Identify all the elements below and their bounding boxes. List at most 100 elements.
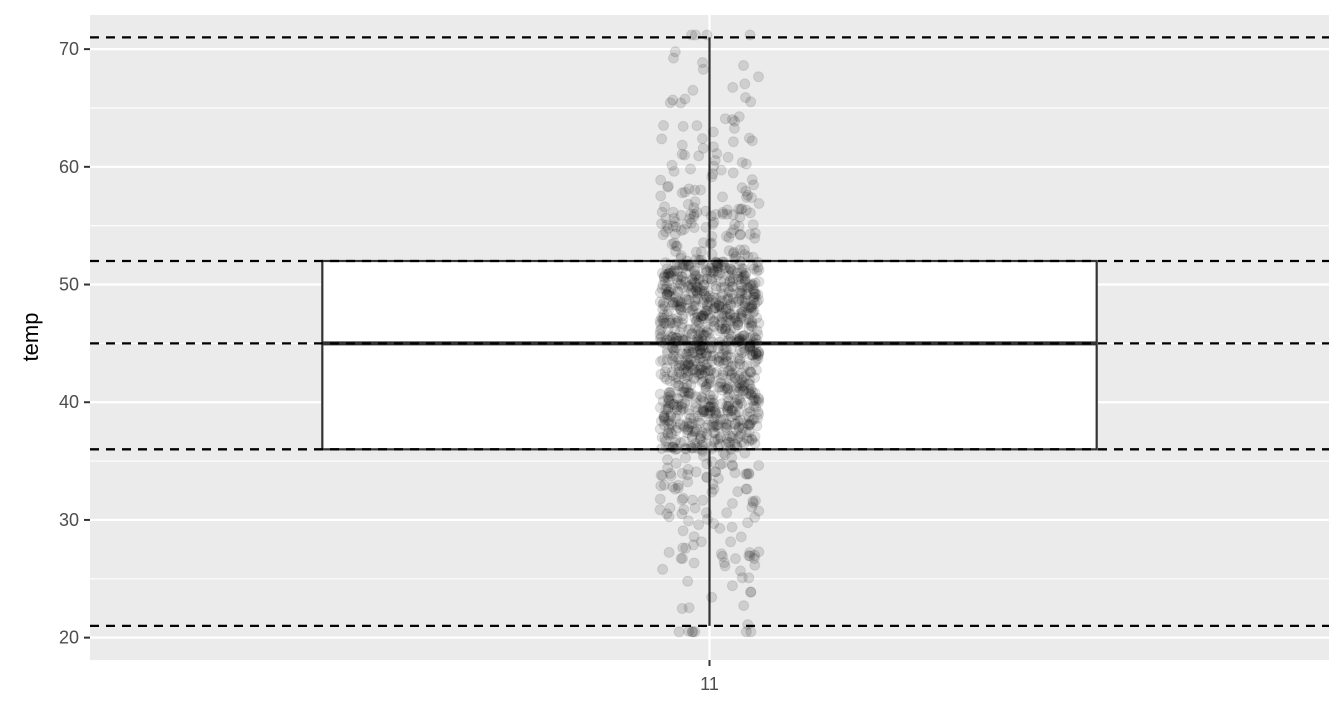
data-point xyxy=(683,602,695,614)
data-point xyxy=(746,192,758,204)
data-point xyxy=(661,347,673,359)
data-point xyxy=(712,433,724,445)
data-point xyxy=(722,419,734,431)
data-point xyxy=(688,373,700,385)
data-point xyxy=(708,416,720,428)
data-point xyxy=(724,309,736,320)
data-point xyxy=(695,312,707,324)
data-point xyxy=(681,427,693,439)
data-point xyxy=(738,361,750,372)
data-point xyxy=(705,342,717,354)
data-point xyxy=(750,495,761,507)
data-point xyxy=(722,349,734,361)
data-point xyxy=(712,473,724,484)
data-point xyxy=(748,288,760,300)
data-point xyxy=(661,288,673,300)
data-point xyxy=(671,332,682,344)
data-point xyxy=(656,431,668,443)
y-axis: 20 30 40 50 60 70 xyxy=(59,39,90,648)
data-point xyxy=(730,409,742,421)
data-point xyxy=(727,360,738,372)
data-point xyxy=(670,228,681,240)
data-point xyxy=(658,419,670,431)
data-point xyxy=(670,332,682,344)
data-point xyxy=(701,362,712,374)
data-point xyxy=(683,404,695,416)
y-tick-label: 40 xyxy=(59,392,79,412)
data-point xyxy=(719,560,731,572)
data-point xyxy=(707,350,719,362)
data-point xyxy=(734,358,746,370)
data-point xyxy=(694,367,705,379)
data-point xyxy=(655,174,667,186)
data-point xyxy=(701,358,713,370)
data-point xyxy=(724,276,736,288)
data-point xyxy=(726,367,738,379)
data-point xyxy=(690,270,702,282)
data-point xyxy=(695,368,707,380)
data-point xyxy=(735,312,747,324)
data-point xyxy=(722,436,734,448)
data-point xyxy=(662,427,674,439)
data-point xyxy=(704,405,716,417)
data-point xyxy=(661,344,673,356)
data-point xyxy=(669,437,681,448)
data-point xyxy=(739,297,751,309)
data-point xyxy=(684,361,696,373)
data-point xyxy=(729,372,741,384)
data-point xyxy=(661,289,673,301)
data-point xyxy=(722,356,734,368)
data-point xyxy=(702,292,713,304)
data-point xyxy=(670,424,682,436)
data-point xyxy=(742,517,754,529)
data-point xyxy=(746,299,758,311)
data-point xyxy=(683,625,695,637)
data-point xyxy=(703,342,715,354)
data-point xyxy=(722,314,734,326)
data-point xyxy=(662,275,674,287)
data-point xyxy=(745,320,757,332)
data-point xyxy=(655,469,667,481)
data-point xyxy=(672,316,684,327)
data-point xyxy=(705,397,717,409)
data-point xyxy=(655,415,667,427)
data-point xyxy=(666,428,678,440)
data-point xyxy=(752,412,763,424)
data-point xyxy=(667,370,679,382)
data-point xyxy=(742,418,753,430)
data-point xyxy=(694,344,706,356)
data-point xyxy=(680,355,692,367)
data-point xyxy=(675,279,687,290)
data-point xyxy=(741,432,753,444)
data-point xyxy=(693,317,705,329)
data-point xyxy=(720,354,732,366)
data-point xyxy=(688,300,700,312)
data-point xyxy=(740,267,752,279)
data-point xyxy=(671,342,683,354)
data-point xyxy=(667,313,679,325)
data-point xyxy=(708,483,720,495)
data-point xyxy=(743,435,755,447)
data-point xyxy=(741,468,753,480)
data-point xyxy=(673,335,685,347)
data-point xyxy=(737,422,749,434)
data-point xyxy=(678,382,690,394)
data-point xyxy=(676,321,688,333)
data-point xyxy=(709,302,721,314)
data-point xyxy=(753,276,765,288)
data-point xyxy=(676,148,688,160)
data-point xyxy=(691,206,703,218)
data-point xyxy=(736,263,748,274)
data-point xyxy=(679,387,691,399)
data-point xyxy=(698,310,710,322)
data-point xyxy=(718,413,730,425)
data-point xyxy=(698,376,709,387)
data-point xyxy=(739,249,751,260)
data-point xyxy=(677,553,688,564)
data-point xyxy=(676,310,688,322)
data-point xyxy=(663,418,675,430)
data-point xyxy=(745,301,757,313)
data-point xyxy=(658,297,670,309)
data-point xyxy=(682,369,694,381)
